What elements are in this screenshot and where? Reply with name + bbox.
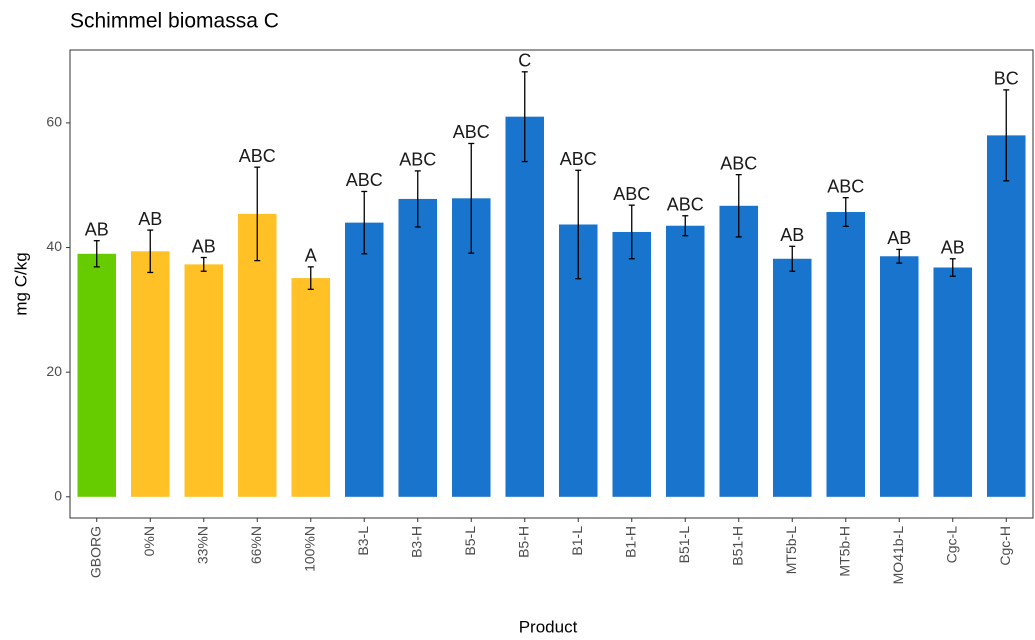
group-letter: ABC	[453, 122, 490, 142]
x-axis-label: Product	[519, 617, 578, 636]
bar	[505, 116, 545, 497]
group-letter: ABC	[239, 146, 276, 166]
bar	[665, 225, 705, 497]
x-tick-label: 66%N	[248, 526, 264, 564]
group-letter: ABC	[613, 184, 650, 204]
bar	[826, 212, 866, 497]
group-letter: AB	[941, 238, 965, 258]
x-tick-label: 33%N	[194, 526, 210, 564]
x-tick-label: B3-L	[355, 526, 371, 556]
group-letter: ABC	[827, 176, 864, 196]
chart-title: Schimmel biomassa C	[70, 10, 279, 33]
bar	[986, 135, 1026, 497]
x-tick-label: Cgc-L	[943, 526, 959, 564]
x-tick-label: B1-H	[622, 526, 638, 558]
bar	[130, 251, 170, 497]
group-letter: ABC	[560, 149, 597, 169]
group-letter: ABC	[399, 150, 436, 170]
bar	[344, 222, 384, 497]
x-tick-label: B51-L	[676, 526, 692, 564]
bar	[772, 258, 812, 497]
y-tick-label: 40	[46, 238, 62, 254]
panel-border	[69, 49, 1034, 519]
x-tick-label: MT5b-L	[783, 526, 799, 574]
bar	[719, 205, 759, 497]
bar	[77, 253, 117, 497]
group-letter: ABC	[720, 153, 757, 173]
x-tick-label: B3-H	[408, 526, 424, 558]
bar	[291, 278, 331, 497]
group-letter: ABC	[346, 170, 383, 190]
x-tick-label: MO41b-L	[890, 526, 906, 585]
y-axis-label: mg C/kg	[11, 252, 30, 315]
bar	[879, 256, 919, 497]
x-tick-label: B5-L	[462, 526, 478, 556]
bar	[933, 267, 973, 497]
x-tick-label: Cgc-H	[997, 526, 1013, 566]
y-tick-label: 60	[46, 114, 62, 130]
x-tick-label: GBORG	[87, 526, 103, 578]
group-letter: AB	[138, 209, 162, 229]
group-letter: ABC	[667, 195, 704, 215]
x-tick-label: B5-H	[515, 526, 531, 558]
x-tick-label: 100%N	[301, 526, 317, 572]
x-tick-label: B51-H	[729, 526, 745, 566]
group-letter: AB	[780, 225, 804, 245]
bar	[612, 231, 652, 497]
y-tick-label: 20	[46, 363, 62, 379]
y-tick-label: 0	[54, 488, 62, 504]
bar	[398, 198, 438, 497]
group-letter: AB	[85, 219, 109, 239]
x-tick-label: B1-L	[569, 526, 585, 556]
x-tick-label: 0%N	[141, 526, 157, 556]
group-letter: AB	[192, 236, 216, 256]
group-letter: A	[305, 246, 317, 266]
group-letter: C	[518, 51, 531, 71]
x-tick-label: MT5b-H	[836, 526, 852, 577]
group-letter: BC	[994, 69, 1019, 89]
bar	[184, 264, 224, 497]
group-letter: AB	[887, 228, 911, 248]
